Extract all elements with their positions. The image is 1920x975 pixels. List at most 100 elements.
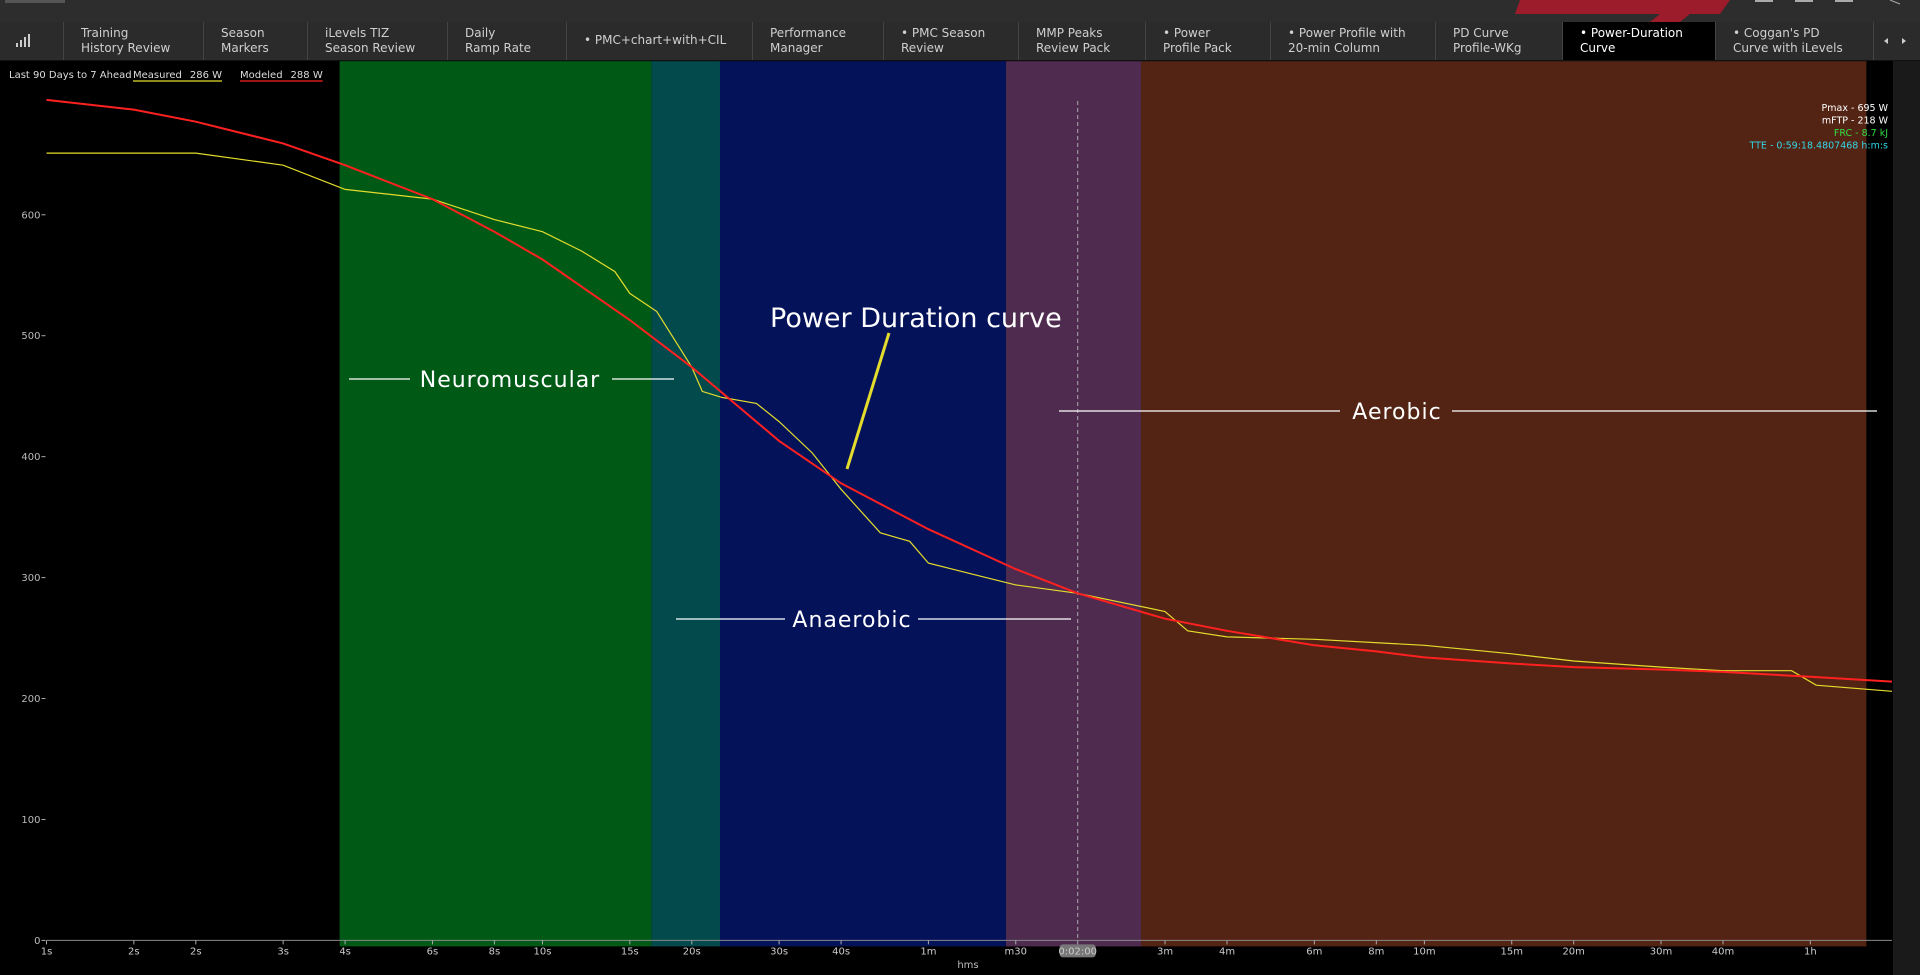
tab-label: Manager <box>770 41 823 55</box>
legend-value: 288 W <box>291 70 323 81</box>
zone-band <box>1141 61 1867 947</box>
logo <box>1515 0 1730 22</box>
tab[interactable]: Performance Manager <box>753 22 884 60</box>
tab-label: PD Curve <box>1453 26 1509 40</box>
series-line <box>46 152 1893 692</box>
tab-label: 20-min Column <box>1288 41 1380 55</box>
y-tick-label: 100 <box>21 815 40 826</box>
zone-band <box>651 61 720 947</box>
y-tick-label: 200 <box>21 694 40 705</box>
y-tick-label: 600 <box>21 210 40 221</box>
window-button[interactable] <box>1835 0 1853 2</box>
x-tick-label: 10m <box>1413 946 1435 957</box>
tab-label: Profile Pack <box>1163 41 1232 55</box>
x-tick-label: 30s <box>770 946 788 957</box>
tab-label: Training <box>81 26 129 40</box>
tab-label: Season <box>221 26 265 40</box>
tab[interactable]: • Coggan's PD Curve with iLevels <box>1716 22 1874 60</box>
x-tick-label: 0:02:00 <box>1058 946 1097 957</box>
range-label: Last 90 Days to 7 Ahead <box>9 70 132 81</box>
tab-label: • Coggan's PD <box>1733 26 1820 40</box>
x-tick-label: 40m <box>1712 946 1734 957</box>
tab[interactable]: • PMC Season Review <box>884 22 1019 60</box>
legend-name: Modeled <box>240 70 283 81</box>
x-tick-label: m30 <box>1005 946 1027 957</box>
x-tick-label: 8s <box>489 946 501 957</box>
zone-band <box>719 61 1006 947</box>
chart-icon[interactable] <box>0 22 64 60</box>
tab[interactable]: • Power Profile with 20-min Column <box>1271 22 1436 60</box>
tab-label: • Power Profile with <box>1288 26 1406 40</box>
tab-label: Daily <box>465 26 496 40</box>
tab-label: • Power-Duration <box>1580 26 1683 40</box>
stat-label: TTE - 0:59:18.4807468 h:m:s <box>1748 141 1888 152</box>
chart: 0 100 200 300 400 500 600 1s 2s 2s 3s 4s 6s 8s 10s 15s 2… <box>0 61 1920 975</box>
tab-label: • Power <box>1163 26 1211 40</box>
tab[interactable]: • PMC+chart+with+CIL <box>567 22 753 60</box>
legend-name: Measured <box>133 70 182 81</box>
x-tick-label: 4m <box>1219 946 1235 957</box>
x-tick-label: 30m <box>1650 946 1672 957</box>
x-tick-label: 1m <box>920 946 936 957</box>
y-tick-label: 400 <box>21 452 40 463</box>
tab-label: Ramp Rate <box>465 41 532 55</box>
close-button[interactable] <box>1889 0 1901 5</box>
x-tick-label: 6m <box>1306 946 1322 957</box>
tab-label: Review Pack <box>1036 41 1111 55</box>
zone-band <box>339 61 652 947</box>
annotation: Neuromuscular <box>420 368 600 393</box>
x-tick-label: 3s <box>277 946 289 957</box>
x-tick-label: 8m <box>1368 946 1384 957</box>
y-tick-label: 500 <box>21 331 40 342</box>
x-tick-label: 1h <box>1804 946 1817 957</box>
x-tick-label: 4s <box>339 946 351 957</box>
x-tick-label: 2s <box>190 946 202 957</box>
x-tick-label: 2s <box>128 946 140 957</box>
zone-band <box>1005 61 1142 947</box>
tab[interactable]: Daily Ramp Rate <box>448 22 567 60</box>
menu-edge <box>5 0 65 3</box>
x-tick-label: 6s <box>427 946 439 957</box>
x-axis-label: hms <box>957 960 978 971</box>
annotation: Aerobic <box>1352 400 1441 425</box>
x-tick-highlight <box>1059 944 1096 958</box>
annotation: Power Duration curve <box>770 303 1062 334</box>
x-tick-label: 1s <box>41 946 53 957</box>
tab-label: MMP Peaks <box>1036 26 1103 40</box>
x-tick-label: 20s <box>683 946 701 957</box>
tab-bar: Training History Review Season Markers iLeve… <box>0 22 1920 61</box>
tab-label: Season Review <box>325 41 416 55</box>
stat-label: Pmax - 695 W <box>1822 103 1889 114</box>
annotation-pointer <box>845 332 891 470</box>
tab-scroll[interactable] <box>1874 22 1920 60</box>
tab[interactable]: PD Curve Profile-WKg <box>1436 22 1563 60</box>
title-bar-art <box>5 0 1901 22</box>
x-tick-label: 20m <box>1562 946 1584 957</box>
tab-arrows[interactable] <box>1880 36 1910 46</box>
tab[interactable]: • Power Profile Pack <box>1146 22 1271 60</box>
zone-band <box>46 61 340 947</box>
annotations: Power Duration curve Neuromuscular Anaer… <box>349 303 1877 633</box>
y-tick-label: 0 <box>34 936 40 947</box>
stat-label: FRC - 8.7 kJ <box>1834 128 1888 139</box>
tab-label: Curve with iLevels <box>1733 41 1843 55</box>
tab[interactable]: Season Markers <box>204 22 308 60</box>
scrollbar[interactable] <box>1893 61 1920 975</box>
window-button[interactable] <box>1755 0 1773 2</box>
tab-label: Review <box>901 41 944 55</box>
tab-label: History Review <box>81 41 171 55</box>
y-tick-label: 300 <box>21 573 40 584</box>
annotation: Anaerobic <box>792 608 911 633</box>
tab[interactable]: Training History Review <box>64 22 204 60</box>
tab[interactable]: • Power-Duration Curve <box>1563 22 1716 60</box>
window-button[interactable] <box>1795 0 1813 2</box>
icon <box>16 34 30 47</box>
title-bar <box>0 0 1920 22</box>
tab-label: Profile-WKg <box>1453 41 1522 55</box>
tab[interactable]: MMP Peaks Review Pack <box>1019 22 1146 60</box>
x-tick-label: 3m <box>1157 946 1173 957</box>
tab-label: Performance <box>770 26 847 40</box>
x-tick-label: 40s <box>832 946 850 957</box>
tab[interactable]: iLevels TIZ Season Review <box>308 22 448 60</box>
